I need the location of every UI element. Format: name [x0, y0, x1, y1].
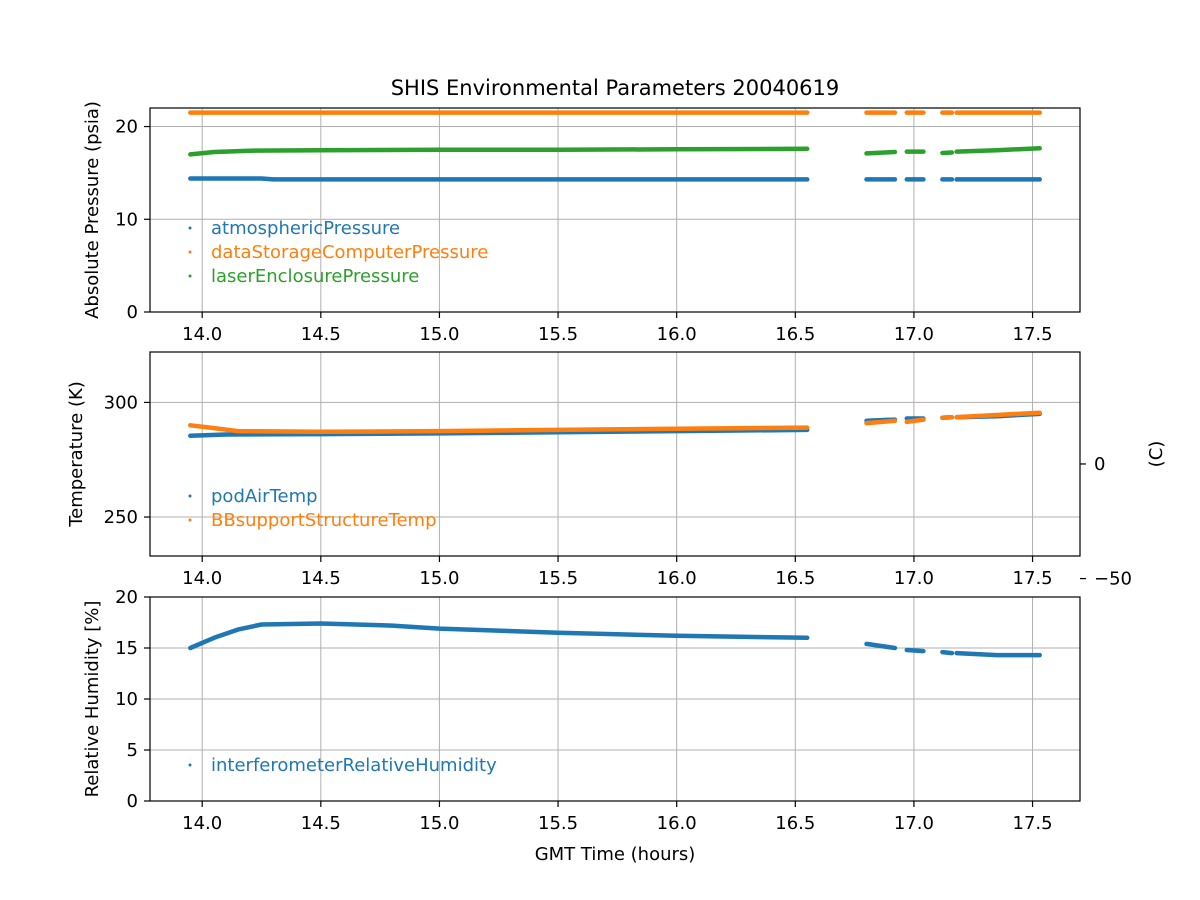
series-atmosphericPressure — [188, 176, 1042, 182]
x-tick-label: 16.5 — [775, 324, 815, 345]
x-tick-label: 14.0 — [182, 813, 222, 834]
data-point-trace — [864, 418, 898, 426]
x-tick-label: 14.0 — [182, 324, 222, 345]
data-point-trace — [188, 176, 810, 182]
y-tick-label: 250 — [104, 507, 138, 528]
x-tick-label: 16.0 — [657, 324, 697, 345]
legend-label: interferometerRelativeHumidity — [211, 755, 497, 776]
chart-title: SHIS Environmental Parameters 20040619 — [391, 76, 840, 100]
x-tick-label: 15.5 — [538, 324, 578, 345]
y-tick-label: 0 — [127, 791, 138, 812]
legend-marker — [188, 250, 192, 254]
legend-entry: BBsupportStructureTemp — [188, 510, 437, 531]
data-point-trace — [864, 641, 898, 651]
y-tick-label: 20 — [115, 117, 138, 138]
x-tick-label: 15.0 — [419, 568, 459, 589]
x-tick-label: 16.0 — [657, 813, 697, 834]
x-tick-label: 17.5 — [1013, 568, 1053, 589]
x-tick-label: 16.0 — [657, 568, 697, 589]
y-tick-label: 5 — [127, 740, 138, 761]
data-point-trace — [188, 621, 810, 651]
data-point-trace — [954, 650, 1042, 658]
legend-label: BBsupportStructureTemp — [211, 510, 437, 531]
data-point-trace — [904, 647, 926, 654]
legend-marker — [188, 274, 192, 278]
x-tick-label: 14.5 — [301, 568, 341, 589]
right-y-tick-label: 0 — [1094, 454, 1105, 475]
data-point-trace — [864, 149, 898, 156]
x-tick-label: 17.0 — [894, 813, 934, 834]
x-tick-label: 15.0 — [419, 813, 459, 834]
x-tick-label: 15.5 — [538, 813, 578, 834]
legend-marker — [188, 763, 192, 767]
x-tick-label: 16.5 — [775, 568, 815, 589]
x-tick-label: 17.0 — [894, 568, 934, 589]
right-y-tick-label: −50 — [1094, 569, 1132, 590]
legend-entry: interferometerRelativeHumidity — [188, 755, 497, 776]
x-tick-label: 14.5 — [301, 324, 341, 345]
data-point-trace — [954, 146, 1042, 154]
legend-label: laserEnclosurePressure — [211, 266, 419, 287]
y-tick-label: 0 — [127, 302, 138, 323]
data-point-trace — [940, 415, 955, 421]
x-tick-label: 14.0 — [182, 568, 222, 589]
legend-entry: laserEnclosurePressure — [188, 266, 419, 287]
x-tick-label: 17.5 — [1013, 813, 1053, 834]
x-tick-label: 17.0 — [894, 324, 934, 345]
data-point-trace — [954, 410, 1042, 420]
legend-marker — [188, 518, 192, 522]
x-tick-label: 15.0 — [419, 324, 459, 345]
data-point-trace — [188, 423, 810, 435]
data-point-trace — [904, 417, 926, 425]
y-tick-label: 300 — [104, 392, 138, 413]
legend-label: podAirTemp — [211, 486, 318, 507]
x-tick-label: 15.5 — [538, 568, 578, 589]
series-BBsupportStructureTemp — [188, 410, 1042, 435]
plot-frame — [149, 351, 1081, 557]
humidity-panel: 14.0 14.5 15.0 15.5 16.0 16.5 17.0 17.5 0 5 10 15 20… — [82, 587, 1081, 834]
x-tick-label: 16.5 — [775, 813, 815, 834]
x-axis-label: GMT Time (hours) — [535, 844, 696, 865]
data-point-trace — [188, 427, 810, 438]
x-tick-label: 17.5 — [1013, 324, 1053, 345]
y-tick-label: 15 — [115, 638, 138, 659]
legend-label: dataStorageComputerPressure — [211, 242, 488, 263]
legend-entry: podAirTemp — [188, 486, 318, 507]
right-y-axis-label: (C) — [1146, 441, 1167, 468]
legend-label: atmosphericPressure — [211, 218, 400, 239]
series-interferometerRelativeHumidity — [188, 621, 1042, 658]
y-axis-label: Temperature (K) — [66, 381, 87, 528]
x-tick-label: 14.5 — [301, 813, 341, 834]
temperature-panel: 14.0 14.5 15.0 15.5 16.0 16.5 17.0 17.5 250 300 Te… — [66, 351, 1167, 590]
legend-entry: atmosphericPressure — [188, 218, 400, 239]
legend-marker — [188, 494, 192, 498]
legend-marker — [188, 226, 192, 230]
data-point-trace — [940, 649, 955, 656]
pressure-panel: 14.0 14.5 15.0 15.5 16.0 16.5 17.0 17.5 0 10 20 Abs… — [82, 101, 1081, 345]
y-tick-label: 10 — [115, 689, 138, 710]
y-axis-label: Absolute Pressure (psia) — [82, 101, 103, 319]
legend-entry: dataStorageComputerPressure — [188, 242, 488, 263]
y-tick-label: 10 — [115, 209, 138, 230]
y-tick-label: 20 — [115, 587, 138, 608]
data-point-trace — [188, 146, 810, 157]
plot-frame — [149, 107, 1081, 313]
y-axis-label: Relative Humidity [%] — [82, 601, 103, 798]
data-point-trace — [940, 150, 955, 156]
series-laserEnclosurePressure — [188, 146, 1042, 157]
